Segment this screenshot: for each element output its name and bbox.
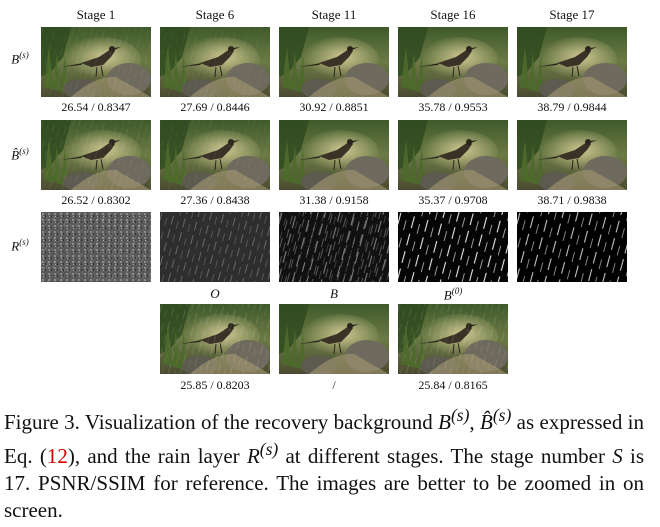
rain-layer-image-stage-17 xyxy=(517,212,627,282)
metric-b-hat-stage-1: 26.52 / 0.8302 xyxy=(61,193,131,207)
metric-ground-truth: / xyxy=(332,378,336,392)
background-image-stage-1 xyxy=(41,27,151,97)
metric-input: 25.85 / 0.8203 xyxy=(180,378,250,392)
metric-initial-background: 25.84 / 0.8165 xyxy=(418,378,488,392)
stage-label-16: Stage 16 xyxy=(430,7,476,22)
metric-b-hat-stage-16: 35.37 / 0.9708 xyxy=(418,193,488,207)
metric-b-hat-stage-17: 38.71 / 0.9838 xyxy=(537,193,607,207)
background-image-stage-6 xyxy=(160,27,270,97)
background-hat-image-stage-11 xyxy=(279,120,389,190)
background-hat-image-stage-6 xyxy=(160,120,270,190)
figure-caption: Figure 3. Visualization of the recovery … xyxy=(4,405,645,522)
background-hat-image-stage-16 xyxy=(398,120,508,190)
metric-b-hat-stage-11: 31.38 / 0.9158 xyxy=(299,193,369,207)
metric-b-hat-stage-6: 27.36 / 0.8438 xyxy=(180,193,250,207)
initial-background-label: B(0) xyxy=(443,286,463,303)
metric-b-stage-1: 26.54 / 0.8347 xyxy=(61,100,131,114)
metric-b-stage-11: 30.92 / 0.8851 xyxy=(299,100,369,114)
row-label-rain: R(s) xyxy=(11,237,29,254)
stage-label-1: Stage 1 xyxy=(76,7,116,22)
row-label-background: B(s) xyxy=(11,50,29,67)
background-hat-image-stage-17 xyxy=(517,120,627,190)
rainy-input-image xyxy=(160,304,270,374)
background-image-stage-16 xyxy=(398,27,508,97)
metric-b-stage-6: 27.69 / 0.8446 xyxy=(180,100,250,114)
stage-label-6: Stage 6 xyxy=(195,7,235,22)
row-label-background-hat: B̂(s) xyxy=(11,146,29,163)
input-label: O xyxy=(210,286,220,301)
rain-layer-image-stage-11 xyxy=(279,212,389,282)
initial-background-image xyxy=(398,304,508,374)
metric-b-stage-17: 38.79 / 0.9844 xyxy=(537,100,607,114)
metric-b-stage-16: 35.78 / 0.9553 xyxy=(418,100,488,114)
rain-layer-image-stage-1 xyxy=(41,212,151,282)
ground-truth-image xyxy=(279,304,389,374)
background-image-stage-17 xyxy=(517,27,627,97)
rain-layer-image-stage-16 xyxy=(398,212,508,282)
equation-link[interactable]: 12 xyxy=(46,444,68,468)
ground-truth-label: B xyxy=(330,286,338,301)
stage-label-11: Stage 11 xyxy=(311,7,357,22)
stage-label-17: Stage 17 xyxy=(549,7,595,22)
rain-layer-image-stage-6 xyxy=(160,212,270,282)
background-image-stage-11 xyxy=(279,27,389,97)
background-hat-image-stage-1 xyxy=(41,120,151,190)
